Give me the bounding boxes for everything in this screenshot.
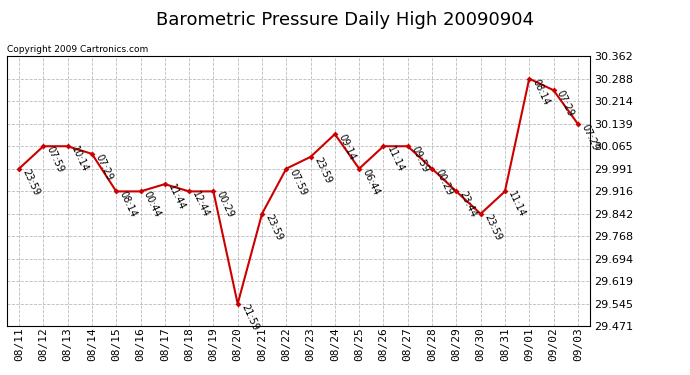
Text: 00:29: 00:29 bbox=[215, 190, 235, 219]
Text: 23:44: 23:44 bbox=[457, 190, 479, 219]
Text: 07:59: 07:59 bbox=[45, 145, 66, 174]
Text: 21:59: 21:59 bbox=[239, 302, 260, 332]
Text: 08:14: 08:14 bbox=[531, 77, 551, 106]
Text: 12:44: 12:44 bbox=[190, 190, 211, 219]
Text: 06:44: 06:44 bbox=[361, 167, 382, 196]
Text: 23:59: 23:59 bbox=[312, 156, 333, 185]
Text: 11:14: 11:14 bbox=[506, 190, 527, 219]
Text: 00:29: 00:29 bbox=[433, 167, 454, 197]
Text: 07:29: 07:29 bbox=[579, 122, 600, 152]
Text: 23:59: 23:59 bbox=[482, 212, 503, 242]
Text: Barometric Pressure Daily High 20090904: Barometric Pressure Daily High 20090904 bbox=[156, 11, 534, 29]
Text: 00:44: 00:44 bbox=[142, 190, 163, 219]
Text: 11:14: 11:14 bbox=[385, 145, 406, 174]
Text: 23:59: 23:59 bbox=[264, 212, 284, 242]
Text: 11:44: 11:44 bbox=[166, 183, 187, 212]
Text: 07:29: 07:29 bbox=[555, 89, 575, 118]
Text: 07:59: 07:59 bbox=[288, 167, 308, 197]
Text: 09:14: 09:14 bbox=[336, 133, 357, 162]
Text: 10:14: 10:14 bbox=[69, 145, 90, 174]
Text: 08:14: 08:14 bbox=[117, 190, 139, 219]
Text: 09:59: 09:59 bbox=[409, 145, 430, 174]
Text: Copyright 2009 Cartronics.com: Copyright 2009 Cartronics.com bbox=[7, 45, 148, 54]
Text: 07:29: 07:29 bbox=[93, 152, 115, 182]
Text: 23:59: 23:59 bbox=[21, 167, 41, 197]
